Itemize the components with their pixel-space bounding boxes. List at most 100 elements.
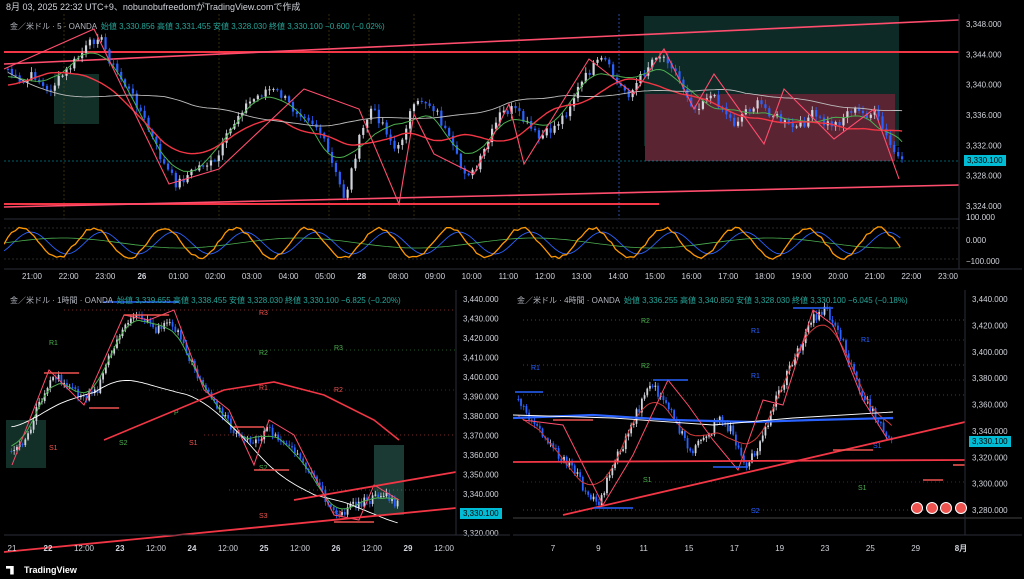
candle-body [93, 389, 96, 393]
candle-body [81, 52, 84, 59]
candle-body [135, 93, 138, 108]
candle-body [6, 68, 10, 70]
candle-body [338, 514, 341, 516]
candle-body [146, 319, 149, 322]
candle-body [287, 96, 291, 103]
candle-body [274, 434, 277, 436]
candle-body [91, 391, 93, 393]
candle-body [92, 39, 95, 44]
candle-body [349, 503, 352, 508]
candle-body [182, 339, 185, 344]
us-flag-icon[interactable] [925, 502, 938, 514]
candle-body [823, 306, 826, 315]
footer-brand: TradingView [24, 565, 77, 575]
candle-body [553, 125, 556, 133]
x-axis-tick: 20:00 [828, 272, 849, 281]
candle-body [245, 103, 248, 113]
candle-body [41, 82, 45, 86]
top-chart-canvas[interactable]: 3,348.000 3,344.000 3,340.000 3,336.000 3,33… [4, 14, 1022, 284]
candle-body [96, 39, 99, 44]
candle-body [29, 429, 32, 434]
y-axis-tick: 3,360.000 [463, 451, 499, 460]
candle-body [537, 130, 541, 139]
candle-body [154, 327, 157, 333]
candle-body [448, 128, 451, 136]
candle-body [412, 104, 416, 112]
candle-body [388, 492, 391, 501]
candle-body [686, 438, 689, 449]
candle-body [38, 401, 41, 408]
candle-body [149, 319, 152, 324]
bl-chart-panel[interactable]: R3 R2 R1 P S1 S2 S3 R3 R2 R1 S1 S2 S1 3,440.000 3,430.… [4, 290, 510, 557]
x-axis-tick: 29 [911, 544, 920, 553]
candle-body [104, 365, 107, 374]
candle-body [380, 496, 382, 498]
x-axis-tick: 16:00 [682, 272, 703, 281]
candle-body [178, 178, 181, 188]
candle-body [10, 68, 13, 75]
candle-body [701, 100, 705, 109]
candle-body [451, 135, 455, 146]
br-ohlc: 始値 3,336.255 高値 3,340.850 安値 3,328.030 終… [623, 296, 908, 305]
us-flag-icon[interactable] [940, 502, 953, 514]
candle-body [102, 373, 104, 380]
candle-body [541, 428, 544, 437]
candle-body [277, 434, 280, 441]
candle-body [346, 507, 349, 515]
pivot-label: R2 [259, 350, 268, 357]
candle-body [555, 448, 557, 450]
candle-body [576, 86, 580, 99]
candle-body [104, 37, 107, 50]
candle-body [630, 424, 633, 434]
us-flag-icon[interactable] [954, 502, 967, 514]
candle-body [346, 189, 349, 198]
candle-body [846, 111, 849, 118]
candle-body [163, 322, 166, 329]
candle-body [65, 68, 68, 76]
candle-body [163, 159, 166, 164]
candle-body [561, 115, 564, 125]
zigzag-line [4, 28, 900, 206]
candle-body [759, 441, 761, 452]
candle-body [702, 437, 705, 440]
candle-body [743, 455, 745, 463]
candle-body [252, 442, 255, 444]
candle-body [673, 410, 676, 420]
event-flag-icons[interactable] [911, 502, 967, 516]
top-chart-panel[interactable]: 3,348.000 3,344.000 3,340.000 3,336.000 3,33… [4, 14, 1022, 284]
br-chart-panel[interactable]: R2 R1 R1 R2 R1 R1 S1 S1 S2 S1 3,440.000 3,420.000 3,… [513, 290, 1022, 557]
candle-body [517, 399, 520, 401]
pivot-label: R1 [861, 337, 870, 344]
x-axis-tick: 12:00 [218, 544, 239, 553]
candle-body [338, 172, 341, 185]
candle-body [420, 100, 423, 102]
x-axis-tick: 09:00 [425, 272, 446, 281]
candle-body [424, 101, 427, 104]
candle-body [88, 391, 91, 401]
candle-body [177, 330, 180, 332]
trend-line [4, 19, 960, 65]
candle-body [132, 316, 135, 319]
candle-body [560, 458, 563, 462]
pivot-label: S3 [259, 513, 268, 520]
candle-body [670, 63, 673, 69]
osc-orange [4, 226, 901, 261]
candle-body [256, 95, 259, 100]
candle-body [697, 440, 700, 446]
candle-body [611, 468, 614, 476]
trend-line [513, 459, 966, 463]
candle-body [861, 110, 865, 114]
candle-body [880, 422, 882, 424]
candle-body [321, 485, 324, 490]
candle-body [514, 106, 517, 109]
br-chart-canvas[interactable]: R2 R1 R1 R2 R1 R1 S1 S1 S2 S1 3,440.000 3,420.000 3,… [513, 290, 1022, 557]
candle-body [694, 445, 697, 454]
us-flag-icon[interactable] [911, 502, 923, 514]
x-axis-tick: 12:00 [535, 272, 556, 281]
candle-body [385, 492, 388, 497]
candle-body [416, 100, 420, 105]
candle-body [603, 493, 606, 496]
bl-chart-canvas[interactable]: R3 R2 R1 P S1 S2 S3 R3 R2 R1 S1 S2 S1 3,440.000 3,430.… [4, 290, 510, 557]
candle-body [401, 139, 404, 146]
candle-body [791, 122, 794, 128]
